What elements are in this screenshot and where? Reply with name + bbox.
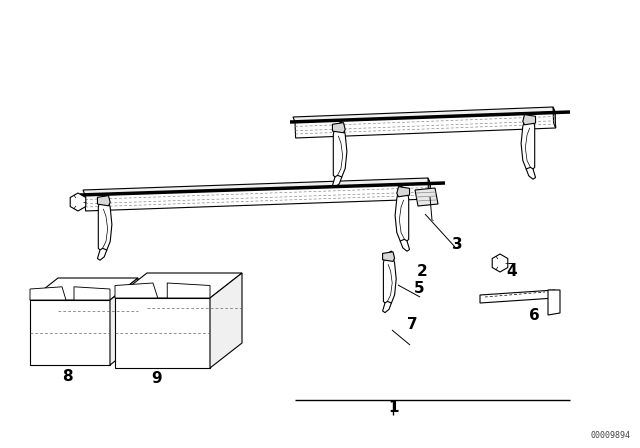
Polygon shape xyxy=(397,187,410,197)
Polygon shape xyxy=(167,283,210,298)
Text: 8: 8 xyxy=(62,369,72,384)
Polygon shape xyxy=(400,239,410,251)
Polygon shape xyxy=(85,183,431,211)
Text: 00009894: 00009894 xyxy=(590,431,630,440)
Polygon shape xyxy=(97,196,110,206)
Polygon shape xyxy=(548,290,560,315)
Text: 5: 5 xyxy=(414,281,424,297)
Polygon shape xyxy=(521,114,534,171)
Polygon shape xyxy=(70,193,86,211)
Polygon shape xyxy=(332,123,345,133)
Polygon shape xyxy=(115,298,210,368)
Polygon shape xyxy=(210,273,242,368)
Polygon shape xyxy=(74,287,110,300)
Text: 2: 2 xyxy=(417,263,428,279)
Polygon shape xyxy=(293,107,555,122)
Polygon shape xyxy=(115,283,157,298)
Polygon shape xyxy=(492,254,508,272)
Polygon shape xyxy=(99,195,112,252)
Polygon shape xyxy=(395,186,409,243)
Polygon shape xyxy=(110,278,138,365)
Text: 6: 6 xyxy=(529,308,540,323)
Polygon shape xyxy=(295,112,556,138)
Polygon shape xyxy=(30,287,66,300)
Polygon shape xyxy=(553,107,556,128)
Polygon shape xyxy=(383,252,395,261)
Polygon shape xyxy=(415,188,438,206)
Polygon shape xyxy=(30,300,110,365)
Polygon shape xyxy=(83,178,430,195)
Polygon shape xyxy=(526,167,536,179)
Text: 9: 9 xyxy=(152,371,162,386)
Text: 4: 4 xyxy=(507,263,517,279)
Polygon shape xyxy=(332,175,342,187)
Polygon shape xyxy=(383,302,392,313)
Text: 7: 7 xyxy=(408,317,418,332)
Polygon shape xyxy=(383,251,396,305)
Polygon shape xyxy=(333,122,347,179)
Polygon shape xyxy=(523,115,536,125)
Polygon shape xyxy=(428,178,431,199)
Polygon shape xyxy=(115,273,242,298)
Text: 1: 1 xyxy=(388,400,399,415)
Polygon shape xyxy=(480,290,555,303)
Text: 3: 3 xyxy=(452,237,463,252)
Polygon shape xyxy=(97,248,107,260)
Polygon shape xyxy=(30,278,138,300)
